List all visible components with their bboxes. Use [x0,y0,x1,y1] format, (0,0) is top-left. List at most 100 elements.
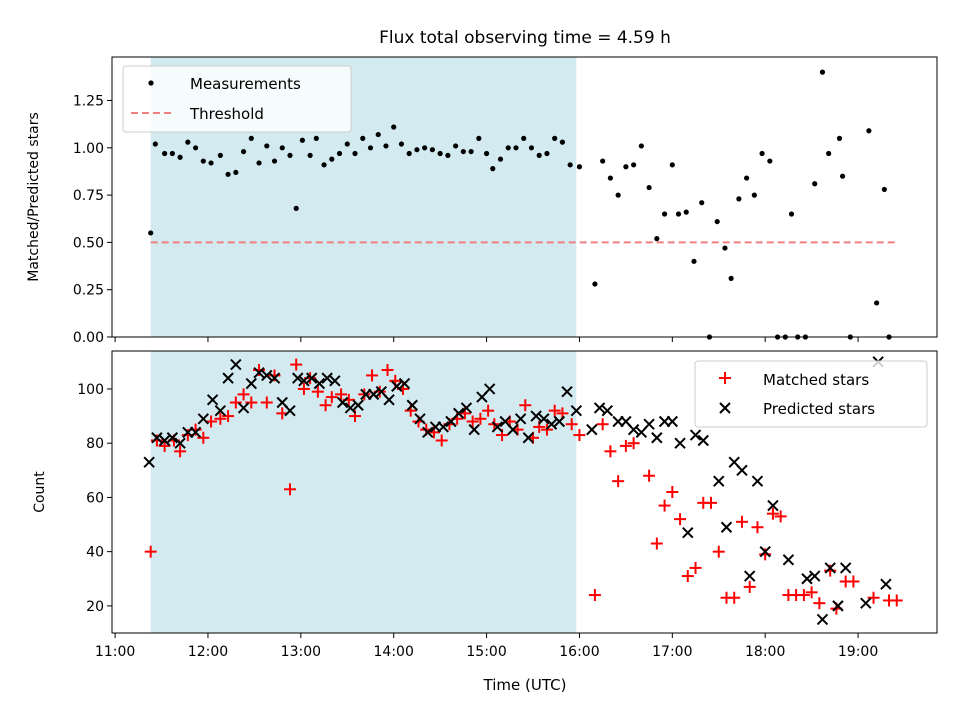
matched-star-point [158,439,171,452]
measurement-point [675,211,682,217]
matched-star-point [466,415,479,428]
measurement-point [497,156,504,162]
x-axis-label: Time (UTC) [483,676,567,694]
matched-star-point [847,575,860,588]
predicted-star-point [697,434,709,447]
predicted-star-point [214,404,227,417]
predicted-star-point [261,369,273,382]
predicted-star-point [298,375,310,387]
predicted-star-point [437,421,449,433]
measurement-point [185,139,191,145]
matched-star-point [366,369,379,382]
measurement-point [839,173,846,179]
predicted-star-point [782,554,795,566]
predicted-star-point [305,372,318,384]
predicted-star-point [206,394,219,406]
measurement-point [521,135,527,141]
top-legend-box [122,65,352,133]
x-tick-label: 17:00 [652,644,692,660]
measurement-point [683,209,689,215]
matched-star-point [144,545,157,558]
measurement-point [169,150,175,157]
matched-star-point [813,597,826,610]
matched-star-point [689,561,702,574]
measurement-point [152,141,158,147]
measurement-point [592,281,598,287]
measurement-point [736,196,742,202]
x-tick-label: 18:00 [745,644,785,660]
measurement-point [812,181,818,187]
predicted-star-point [453,407,465,420]
measurement-point [313,135,319,141]
bottom-ytick-label: 80 [86,436,104,452]
measurement-point [646,184,652,191]
x-tick-label: 13:00 [281,644,321,660]
measurement-point [453,143,459,149]
matched-star-point [619,439,632,452]
measurement-point [329,156,335,162]
predicted-star-point [284,404,296,417]
measurement-point [240,148,247,155]
measurement-point [881,186,887,193]
predicted-star-point [713,475,725,487]
measurement-point [429,147,436,153]
matched-star-point [311,385,324,398]
measurement-point [528,145,535,151]
measurement-point [208,160,214,166]
measurement-point [623,164,629,170]
measurement-point [714,218,720,225]
measurement-point [367,145,374,151]
matched-star-point [565,418,578,431]
predicted-star-point [553,415,566,428]
matched-star-point [237,388,250,401]
measurement-point [293,205,299,211]
predicted-star-point [801,573,813,585]
matched-star-point [759,548,772,561]
measurement-point [559,139,566,145]
measurement-point [336,150,343,157]
measurement-point [391,124,397,130]
predicted-star-point [313,377,326,390]
predicted-star-point [174,437,186,449]
predicted-star-point [651,432,663,444]
matched-star-point [643,469,656,482]
matched-star-point [890,594,903,607]
matched-star-point [674,513,687,526]
measurement-point [751,192,757,198]
predicted-star-point [398,377,411,390]
predicted-star-point [514,413,527,425]
measurement-point [615,192,621,198]
x-tick-label: 16:00 [559,644,599,660]
predicted-star-point [483,383,496,395]
matched-star-point [540,423,553,436]
x-tick-label: 14:00 [374,644,414,660]
measurement-point [505,145,511,151]
predicted-star-point [197,413,210,425]
matched-star-point [245,396,258,409]
measurement-point [728,275,734,281]
bottom-ytick-label: 100 [77,382,104,398]
measurement-point [483,150,490,157]
measurement-point [200,158,206,164]
matched-star-point [260,396,273,409]
measurement-point [437,150,443,157]
matched-star-point [290,358,303,371]
measurement-point [654,236,660,242]
predicted-star-point [627,423,640,436]
predicted-star-point [230,358,242,371]
matched-star-point [735,515,748,528]
measurement-point [631,162,637,168]
matched-star-point [681,570,694,583]
bottom-axes-frame [111,350,938,634]
measurement-point [422,145,428,151]
predicted-star-point [237,402,250,414]
chart-title: Flux total observing time = 4.59 h [379,28,671,48]
legend-matched-marker [719,372,731,384]
predicted-star-point [414,413,426,425]
predicted-star-point [682,526,694,539]
matched-star-point [222,410,235,423]
predicted-star-point [593,402,606,414]
measurement-point [344,141,350,147]
matched-star-point [482,404,495,417]
